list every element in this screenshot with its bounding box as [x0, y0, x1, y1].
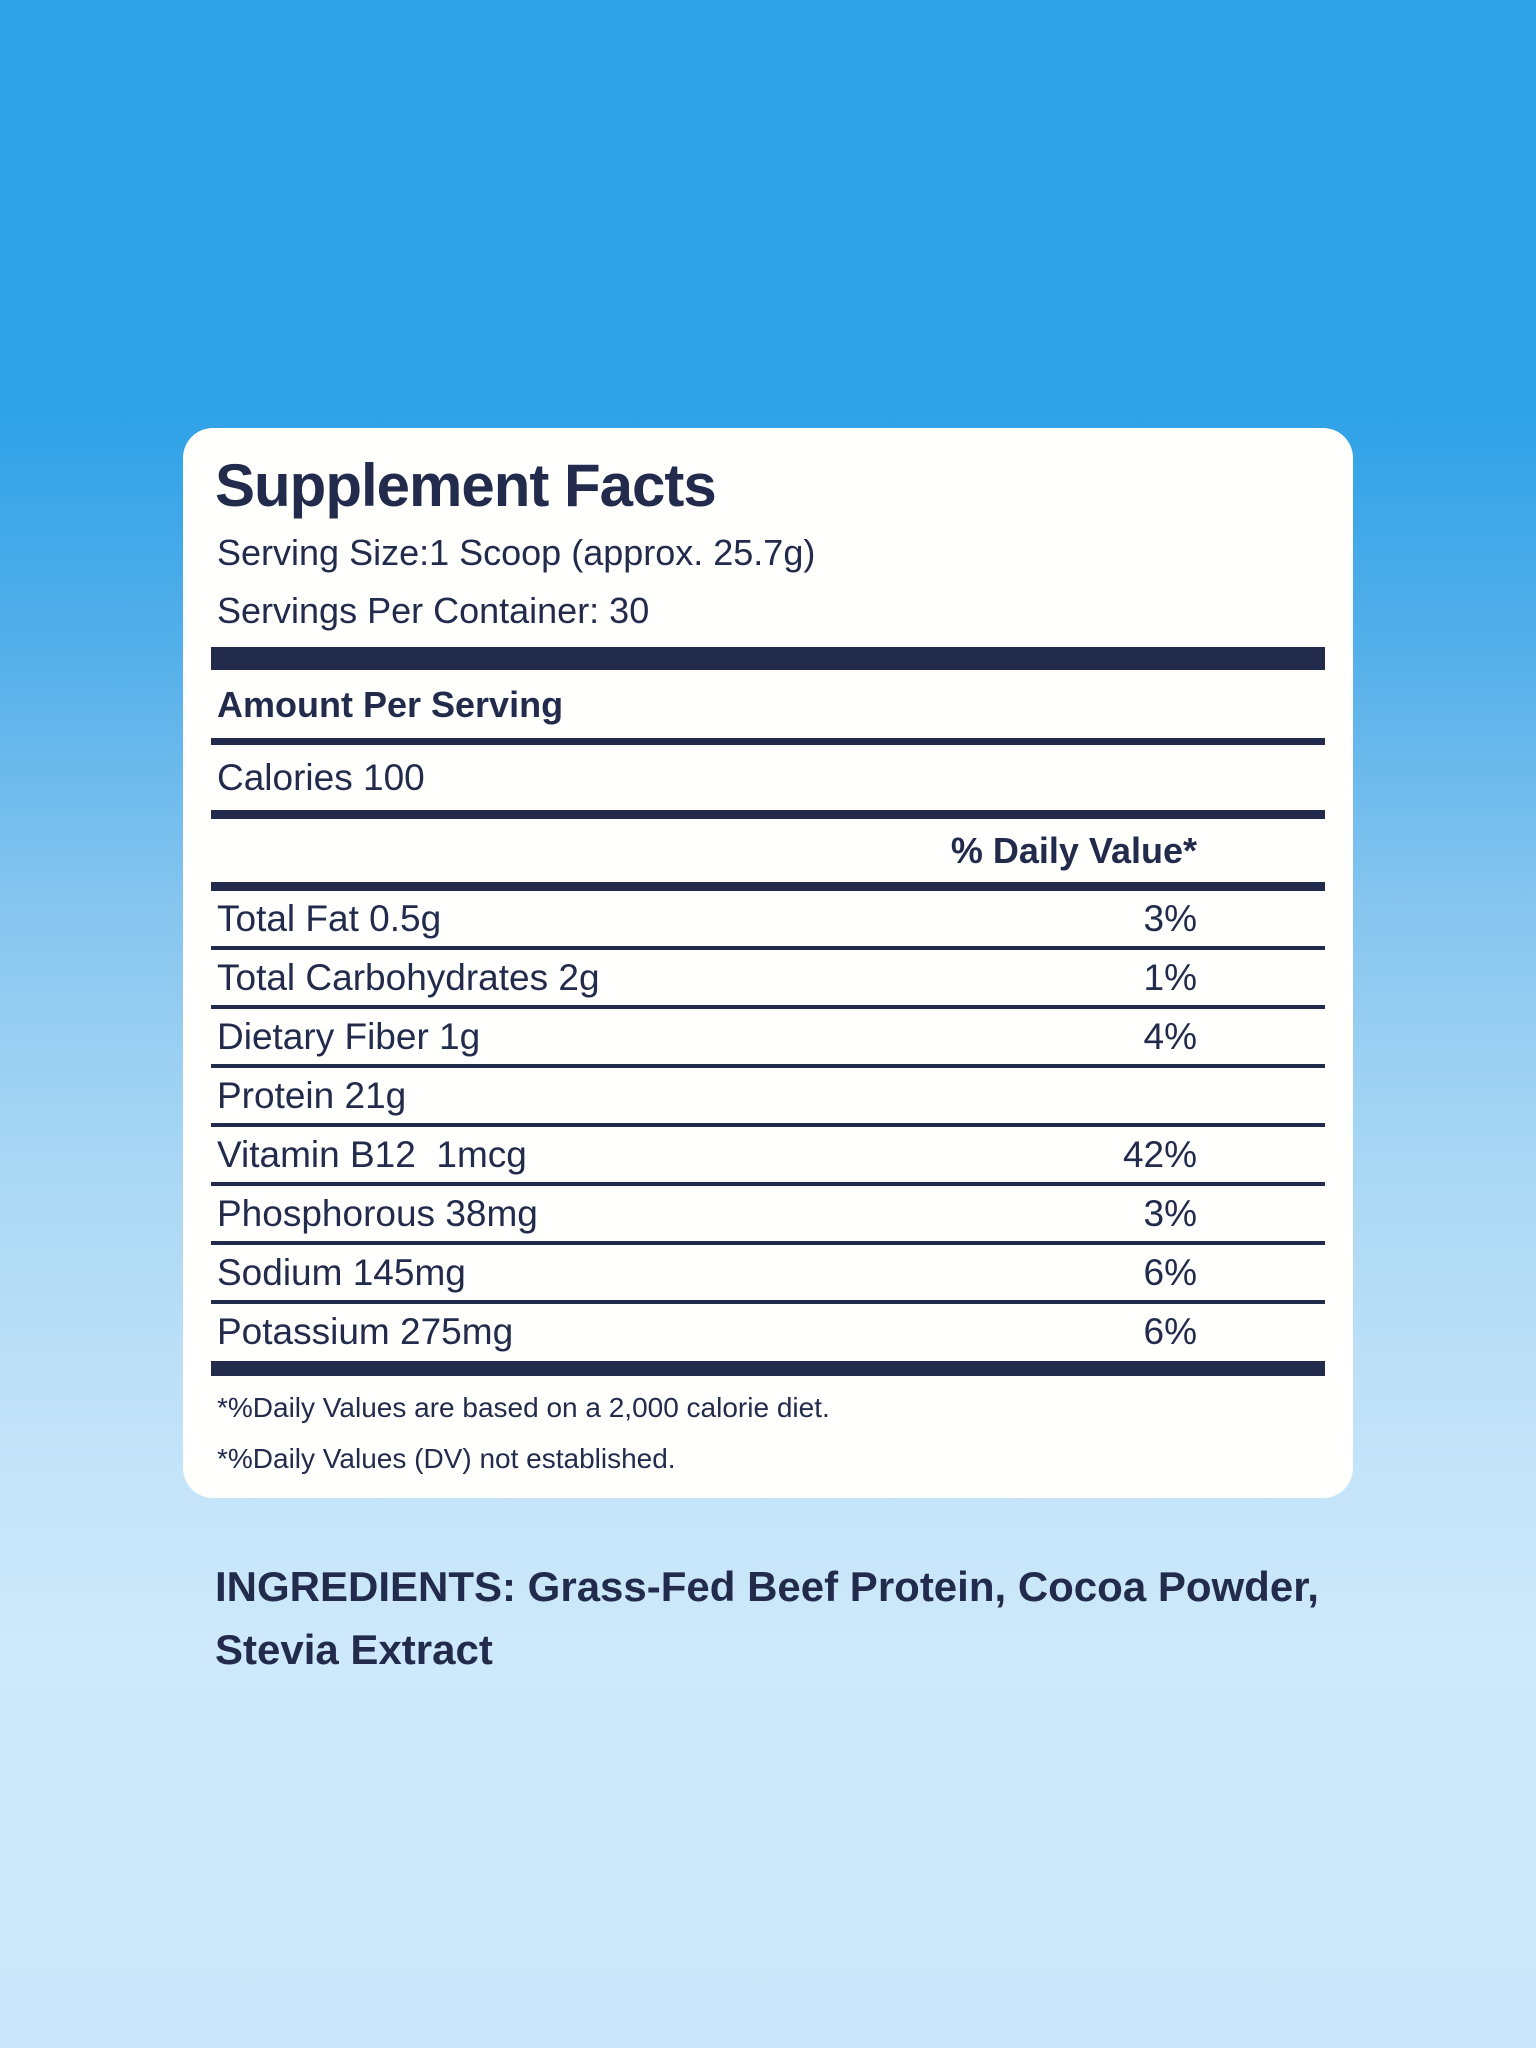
footnote-dv-not-established: *%Daily Values (DV) not established.	[217, 1442, 676, 1474]
amount-per-serving-heading: Amount Per Serving	[211, 670, 1325, 745]
nutrient-row: Dietary Fiber 1g 4%	[211, 1009, 1325, 1068]
calories-row: Calories 100	[211, 745, 1325, 819]
nutrient-row: Total Fat 0.5g 3%	[211, 891, 1325, 950]
nutrient-daily-value: 6%	[1143, 1252, 1197, 1293]
nutrient-daily-value: 3%	[1143, 898, 1197, 939]
nutrient-name: Phosphorous 38mg	[217, 1193, 538, 1234]
nutrient-row: Total Carbohydrates 2g 1%	[211, 950, 1325, 1009]
nutrient-daily-value: 4%	[1143, 1016, 1197, 1057]
nutrient-row: Sodium 145mg 6%	[211, 1245, 1325, 1304]
nutrient-name: Total Fat 0.5g	[217, 898, 442, 939]
nutrient-row: Phosphorous 38mg 3%	[211, 1186, 1325, 1245]
footnote-calorie-diet: *%Daily Values are based on a 2,000 calo…	[217, 1392, 830, 1423]
nutrient-daily-value: 1%	[1143, 957, 1197, 998]
nutrient-row: Protein 21g	[211, 1068, 1325, 1127]
nutrient-name: Protein 21g	[217, 1075, 407, 1116]
nutrient-table: Total Fat 0.5g 3% Total Carbohydrates 2g…	[211, 891, 1325, 1359]
nutrient-name: Potassium 275mg	[217, 1311, 514, 1352]
top-divider-bar	[211, 647, 1325, 670]
nutrient-name: Vitamin B12 1mcg	[217, 1134, 527, 1175]
supplement-facts-title: Supplement Facts	[215, 452, 717, 519]
nutrient-name: Dietary Fiber 1g	[217, 1016, 481, 1057]
servings-per-container-text: Servings Per Container: 30	[217, 590, 650, 632]
nutrient-row: Potassium 275mg 6%	[211, 1304, 1325, 1359]
ingredients-text: INGREDIENTS: Grass-Fed Beef Protein, Coc…	[215, 1563, 1319, 1673]
serving-size-text: Serving Size:1 Scoop (approx. 25.7g)	[217, 532, 816, 574]
nutrient-name: Total Carbohydrates 2g	[217, 957, 600, 998]
daily-value-header: % Daily Value*	[211, 819, 1325, 891]
supplement-facts-panel: Supplement Facts Serving Size:1 Scoop (a…	[183, 428, 1353, 1498]
bottom-divider-bar	[211, 1361, 1325, 1376]
nutrient-daily-value: 42%	[1122, 1134, 1197, 1175]
nutrient-name: Sodium 145mg	[217, 1252, 466, 1293]
nutrient-row: Vitamin B12 1mcg 42%	[211, 1127, 1325, 1186]
nutrient-daily-value: 3%	[1143, 1193, 1197, 1234]
nutrient-daily-value: 6%	[1143, 1311, 1197, 1352]
